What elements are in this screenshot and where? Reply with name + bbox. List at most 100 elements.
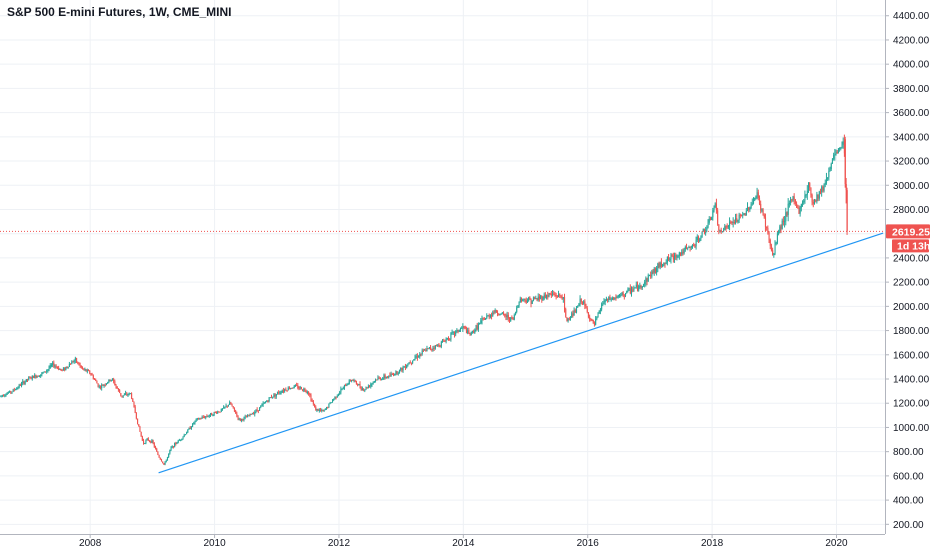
candle-body xyxy=(572,313,574,316)
candle-body xyxy=(489,315,491,318)
candle-body xyxy=(129,393,131,395)
candle-body xyxy=(102,384,104,386)
candle-body xyxy=(762,209,764,215)
candle-body xyxy=(476,325,478,330)
candle-body xyxy=(282,390,285,392)
candle-body xyxy=(195,419,197,421)
candle-body xyxy=(294,385,297,387)
candle-body xyxy=(573,310,575,316)
candle-body xyxy=(690,246,692,248)
candle-body xyxy=(676,256,678,258)
x-tick-label: 2008 xyxy=(79,538,102,549)
candle-body xyxy=(743,213,745,215)
candle-body xyxy=(239,418,241,421)
candle-body xyxy=(50,364,53,366)
candle-body xyxy=(566,317,568,322)
candle-body xyxy=(310,395,312,401)
candle-body xyxy=(739,214,741,216)
candle-body xyxy=(742,214,744,216)
candle-body xyxy=(377,377,379,380)
candle-body xyxy=(296,385,298,387)
candle-body xyxy=(512,317,514,320)
candle-body xyxy=(419,353,421,357)
candle-body xyxy=(117,388,120,390)
candle-body xyxy=(488,315,490,318)
candle-body xyxy=(76,358,78,363)
y-tick-label: 3200.00 xyxy=(893,157,930,168)
candle-body xyxy=(42,372,44,374)
candle-body xyxy=(691,244,694,247)
candle-body xyxy=(846,190,848,232)
candle-body xyxy=(200,418,202,420)
candle-body xyxy=(413,359,415,361)
candle-body xyxy=(208,415,210,417)
candle-body xyxy=(810,187,812,195)
candle-body xyxy=(593,322,596,325)
candle-body xyxy=(452,331,454,333)
candle-body xyxy=(440,341,442,347)
candle-body xyxy=(844,139,846,185)
candle-body xyxy=(821,186,823,192)
candle-body xyxy=(595,318,597,325)
candle-body xyxy=(125,393,127,395)
candle-body xyxy=(0,395,1,397)
candle-body xyxy=(28,377,30,380)
candle-body xyxy=(730,221,732,223)
candle-body xyxy=(823,184,825,191)
candle-body xyxy=(772,250,774,255)
candle-body xyxy=(285,389,287,391)
candle-body xyxy=(32,375,35,379)
candle-body xyxy=(41,372,43,375)
candle-body xyxy=(677,255,679,257)
candle-body xyxy=(375,379,377,382)
candle-body xyxy=(274,394,276,397)
candle-body xyxy=(303,388,305,391)
candle-body xyxy=(665,262,667,264)
candle-body xyxy=(250,413,252,415)
candle-body xyxy=(34,375,36,379)
candle-body xyxy=(818,191,820,199)
candle-body xyxy=(384,375,386,379)
candle-body xyxy=(485,318,487,320)
candle-body xyxy=(499,314,501,316)
candle-body xyxy=(83,368,85,370)
candle-body xyxy=(49,365,51,368)
candle-body xyxy=(792,196,794,201)
candle-body xyxy=(149,440,151,442)
candle-body xyxy=(259,407,261,411)
candle-body xyxy=(211,413,213,416)
candle-body xyxy=(351,379,353,381)
candle-body xyxy=(237,415,239,419)
candle-body xyxy=(802,202,804,205)
candle-body xyxy=(747,207,749,211)
candle-body xyxy=(38,376,41,378)
candle-body xyxy=(583,301,585,304)
candle-body xyxy=(688,246,690,248)
candle-body xyxy=(247,415,249,418)
candle-body xyxy=(724,226,726,230)
candle-body xyxy=(524,298,526,301)
candle-body xyxy=(450,333,452,340)
y-tick-label: 1800.00 xyxy=(893,326,930,337)
candle-body xyxy=(131,393,133,399)
candle-body xyxy=(202,416,204,418)
candle-body xyxy=(260,406,262,408)
candle-body xyxy=(519,298,521,303)
candle-body xyxy=(516,307,518,312)
candle-body xyxy=(365,387,367,390)
candle-body xyxy=(559,293,561,296)
candle-body xyxy=(230,402,232,405)
candle-body xyxy=(787,203,789,215)
candle-body xyxy=(560,295,562,298)
candle-body xyxy=(169,450,171,454)
candle-body xyxy=(263,402,265,404)
candle-body xyxy=(590,319,592,321)
candle-body xyxy=(414,357,416,360)
time-axis[interactable]: 2008 2010 2012 2014 2016 2018 2020 xyxy=(0,534,885,550)
candle-body xyxy=(328,403,330,408)
candle-body xyxy=(168,453,170,457)
candle-body xyxy=(326,407,328,410)
price-axis[interactable]: 200.00 400.00 600.00 800.00 1000.00 1200.00 14… xyxy=(885,0,932,550)
